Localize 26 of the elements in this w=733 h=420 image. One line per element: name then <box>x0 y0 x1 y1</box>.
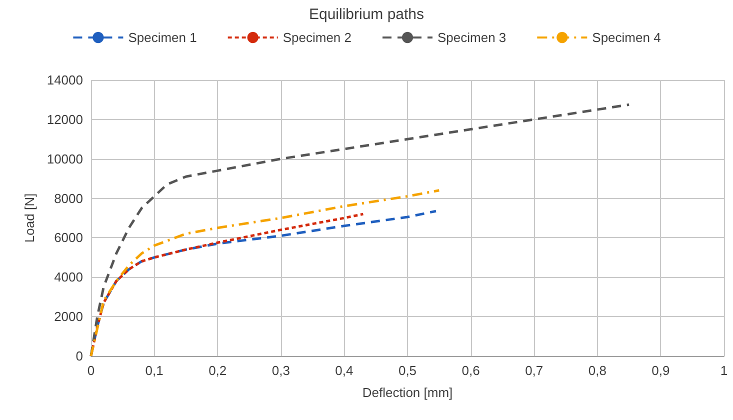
x-tick-label: 0,7 <box>525 363 544 378</box>
y-tick-label: 2000 <box>54 309 83 324</box>
x-tick-label: 0,6 <box>462 363 480 378</box>
x-tick-label: 0,1 <box>145 363 164 378</box>
y-tick-label: 0 <box>76 348 83 364</box>
x-tick-label: 0,9 <box>652 363 670 378</box>
legend-label: Specimen 1 <box>128 30 197 45</box>
x-tick-label: 1 <box>720 363 728 378</box>
y-tick-label: 12000 <box>46 112 83 127</box>
legend-label: Specimen 2 <box>282 30 352 45</box>
x-tick-label: 0,3 <box>272 363 290 378</box>
y-tick-label: 6000 <box>54 230 83 246</box>
y-tick-label: 4000 <box>54 270 83 285</box>
x-tick-label: 0,4 <box>335 363 354 378</box>
legend-label: Specimen 3 <box>438 30 506 45</box>
chart-title: Equilibrium paths <box>308 6 424 23</box>
x-tick-label: 0,5 <box>398 363 417 378</box>
legend-label: Specimen 4 <box>592 30 661 45</box>
y-axis-title: Load [N] <box>22 193 37 243</box>
x-tick-label: 0,8 <box>588 363 606 378</box>
x-tick-label: 0 <box>87 363 95 378</box>
x-axis-title: Deflection [mm] <box>362 385 453 400</box>
y-tick-label: 14000 <box>46 72 83 88</box>
y-tick-label: 10000 <box>46 151 83 166</box>
x-tick-label: 0,2 <box>208 363 227 378</box>
y-tick-label: 8000 <box>54 190 83 206</box>
